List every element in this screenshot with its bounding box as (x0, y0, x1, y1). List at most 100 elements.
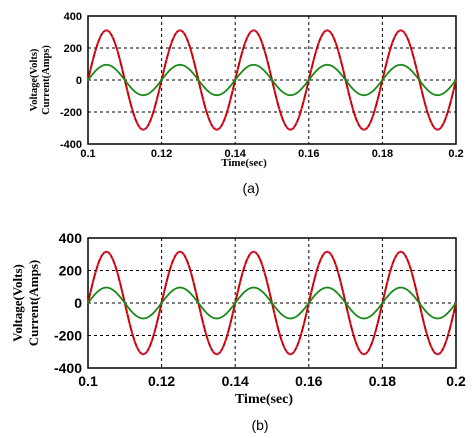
series-marker-0 (433, 126, 435, 129)
y-tick-label: 200 (64, 43, 82, 55)
series-marker-0 (278, 332, 281, 334)
series-marker-0 (401, 29, 403, 32)
y-tick-label: -400 (54, 360, 82, 376)
series-marker-0 (288, 128, 291, 131)
x-tick-label: 0.12 (151, 148, 172, 160)
series-marker-0 (114, 264, 116, 266)
series-marker-0 (195, 291, 197, 294)
series-marker-0 (437, 128, 440, 131)
series-marker-0 (96, 264, 99, 266)
y-tick-label: -200 (54, 327, 82, 343)
series-marker-0 (280, 115, 283, 118)
series-line-1 (87, 63, 457, 97)
series-marker-0 (312, 58, 315, 61)
series-marker-0 (435, 353, 438, 355)
series-marker-0 (244, 264, 246, 266)
series-marker-0 (320, 36, 322, 38)
series-marker-0 (410, 49, 413, 52)
series-marker-0 (180, 251, 183, 253)
series-marker-0 (204, 332, 207, 334)
series-marker-0 (349, 322, 352, 325)
series-marker-0 (212, 350, 215, 353)
series-marker-0 (118, 281, 121, 284)
series-marker-0 (425, 332, 428, 334)
series-marker-0 (295, 122, 298, 124)
series-marker-0 (320, 257, 322, 260)
series-marker-0 (207, 340, 210, 342)
series-marker-0 (224, 340, 227, 342)
series-marker-0 (187, 42, 190, 45)
y-tick-labels-a: 400 200 0 -200 -400 (60, 11, 82, 151)
series-marker-0 (337, 272, 340, 274)
series-marker-0 (371, 340, 374, 342)
series-marker-0 (452, 312, 455, 315)
series-marker-0 (295, 346, 298, 349)
series-marker-0 (300, 332, 303, 334)
series-marker-0 (322, 253, 325, 256)
series-marker-0 (406, 257, 408, 260)
series-marker-0 (406, 36, 408, 38)
series-marker-0 (300, 108, 303, 111)
series-marker-0 (204, 108, 207, 111)
series-marker-0 (158, 312, 161, 315)
series-marker-0 (369, 346, 372, 349)
y-tick-label: 0 (74, 295, 82, 311)
series-marker-0 (445, 340, 448, 342)
series-marker-0 (310, 68, 313, 71)
series-marker-0 (447, 108, 450, 111)
series-marker-0 (425, 108, 428, 111)
series-marker-0 (236, 68, 239, 71)
series-marker-0 (420, 89, 423, 92)
series-marker-0 (408, 264, 411, 266)
series-marker-0 (249, 253, 251, 256)
series-marker-0 (168, 49, 170, 52)
series-marker-0 (366, 126, 369, 129)
y-axis-label-a-line1: Voltage(Volts) (29, 48, 40, 111)
series-marker-0 (423, 322, 426, 325)
series-marker-0 (283, 346, 286, 349)
series-marker-0 (258, 257, 261, 260)
series-marker-0 (143, 353, 146, 355)
series-marker-0 (383, 291, 386, 294)
y-tick-labels-b: 400 200 0 -200 -400 (54, 230, 82, 376)
series-marker-0 (288, 353, 291, 355)
series-marker-0 (369, 122, 372, 124)
series-marker-0 (327, 251, 330, 253)
series-marker-0 (165, 281, 168, 284)
series-marker-0 (415, 68, 418, 71)
series-marker-0 (246, 257, 249, 260)
series-marker-0 (116, 49, 119, 52)
series-marker-0 (302, 322, 305, 325)
series-marker-0 (420, 312, 423, 315)
series-marker-0 (342, 68, 345, 71)
series-marker-0 (280, 340, 283, 342)
series-group-a (87, 29, 457, 131)
series-marker-0 (185, 36, 188, 38)
x-tick-label: 0.14 (224, 148, 246, 160)
series-group-b (87, 250, 457, 356)
series-marker-0 (396, 253, 399, 256)
series-marker-0 (388, 49, 391, 52)
series-marker-0 (408, 42, 411, 45)
series-marker-0 (214, 353, 217, 355)
series-marker-0 (359, 126, 362, 129)
series-marker-0 (99, 257, 102, 260)
x-tick-label: 0.12 (148, 373, 175, 389)
series-marker-0 (325, 251, 327, 253)
y-axis-label-a-line2: Current(Amps) (41, 45, 52, 115)
series-marker-0 (222, 346, 224, 349)
series-marker-0 (379, 312, 381, 315)
series-marker-0 (101, 253, 104, 256)
series-marker-0 (231, 89, 234, 92)
series-marker-0 (334, 42, 337, 45)
series-marker-0 (202, 99, 205, 102)
series-marker-0 (290, 353, 293, 355)
series-marker-0 (244, 42, 246, 45)
series-marker-0 (212, 126, 215, 129)
series-marker-0 (258, 36, 261, 38)
series-marker-0 (391, 264, 394, 266)
panel-caption-a: (a) (242, 180, 259, 196)
series-marker-0 (347, 89, 349, 92)
series-marker-0 (185, 257, 188, 260)
